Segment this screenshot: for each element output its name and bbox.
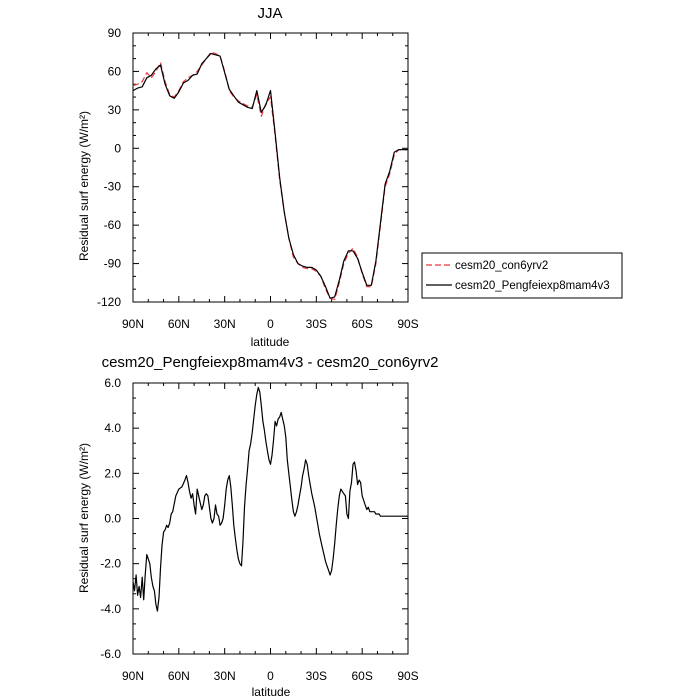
- bottom-chart-axes: 90N 60N 30N 0 30S 60S 90S 6.0 4.0 2.0 0.0 -2.0 -4.0 -…: [100, 376, 418, 683]
- bottom-plot-frame: [132, 382, 409, 655]
- legend-label-con6yrv2: cesm20_con6yrv2: [455, 260, 548, 272]
- top-x-tick-label: 90N: [122, 317, 144, 331]
- top-y-tick-label: 90: [108, 26, 122, 40]
- top-chart-y-label: Residual surf energy (W/m²): [77, 111, 91, 261]
- top-y-tick-label: 60: [108, 64, 122, 78]
- legend-box: [421, 252, 623, 299]
- top-x-tick-label: 90S: [397, 317, 418, 331]
- top-x-tick-label: 60N: [168, 317, 190, 331]
- top-chart-title: JJA: [257, 5, 282, 22]
- bottom-x-tick-label: 30N: [214, 669, 236, 683]
- bottom-x-tick-label: 30S: [306, 669, 327, 683]
- top-x-tick-label: 0: [267, 317, 274, 331]
- top-chart-series: [132, 51, 408, 300]
- bottom-chart-x-label: latitude: [252, 685, 291, 699]
- bottom-chart-title: cesm20_Pengfeiexp8mam4v3 - cesm20_con6yr…: [102, 354, 439, 371]
- bottom-y-tick-label: -2.0: [100, 557, 121, 571]
- bottom-panel: cesm20_Pengfeiexp8mam4v3 - cesm20_con6yr…: [77, 354, 438, 699]
- top-y-tick-label: -90: [104, 257, 122, 271]
- bottom-y-tick-label: 6.0: [104, 376, 121, 390]
- top-y-tick-label: 0: [114, 141, 121, 155]
- bottom-y-tick-label: 4.0: [104, 421, 121, 435]
- top-panel: JJA 90N 60N 30N 0 30S 60S 90S 90 60 30 0 -30 -60 -90 -…: [77, 5, 419, 349]
- top-series-line-0: [132, 51, 408, 300]
- top-chart-axes: 90N 60N 30N 0 30S 60S 90S 90 60 30 0 -30 -60 -90 -120: [97, 26, 419, 331]
- top-series-line-1: [132, 52, 408, 299]
- legend-label-pengfei: cesm20_Pengfeiexp8mam4v3: [455, 280, 610, 292]
- top-y-tick-label: -30: [104, 180, 122, 194]
- bottom-x-tick-label: 0: [267, 669, 274, 683]
- top-chart-x-label: latitude: [251, 335, 290, 349]
- top-plot-frame: [132, 32, 409, 303]
- legend: cesm20_con6yrv2 cesm20_Pengfeiexp8mam4v3: [421, 252, 623, 299]
- bottom-series-line-0: [132, 386, 408, 612]
- top-y-tick-label: 30: [108, 103, 122, 117]
- top-x-tick-label: 30S: [306, 317, 327, 331]
- top-y-tick-label: -120: [97, 295, 121, 309]
- bottom-x-tick-label: 90N: [122, 669, 144, 683]
- bottom-x-tick-label: 90S: [397, 669, 418, 683]
- bottom-y-tick-label: 2.0: [104, 466, 121, 480]
- top-x-tick-label: 60S: [351, 317, 372, 331]
- bottom-chart-series: [132, 386, 408, 612]
- bottom-chart-y-label: Residual surf energy (W/m²): [77, 443, 91, 593]
- bottom-y-tick-label: 0.0: [104, 512, 121, 526]
- bottom-x-tick-label: 60N: [168, 669, 190, 683]
- bottom-x-tick-label: 60S: [351, 669, 372, 683]
- top-x-tick-label: 30N: [214, 317, 236, 331]
- top-y-tick-label: -60: [104, 218, 122, 232]
- bottom-y-tick-label: -6.0: [100, 647, 121, 661]
- bottom-y-tick-label: -4.0: [100, 602, 121, 616]
